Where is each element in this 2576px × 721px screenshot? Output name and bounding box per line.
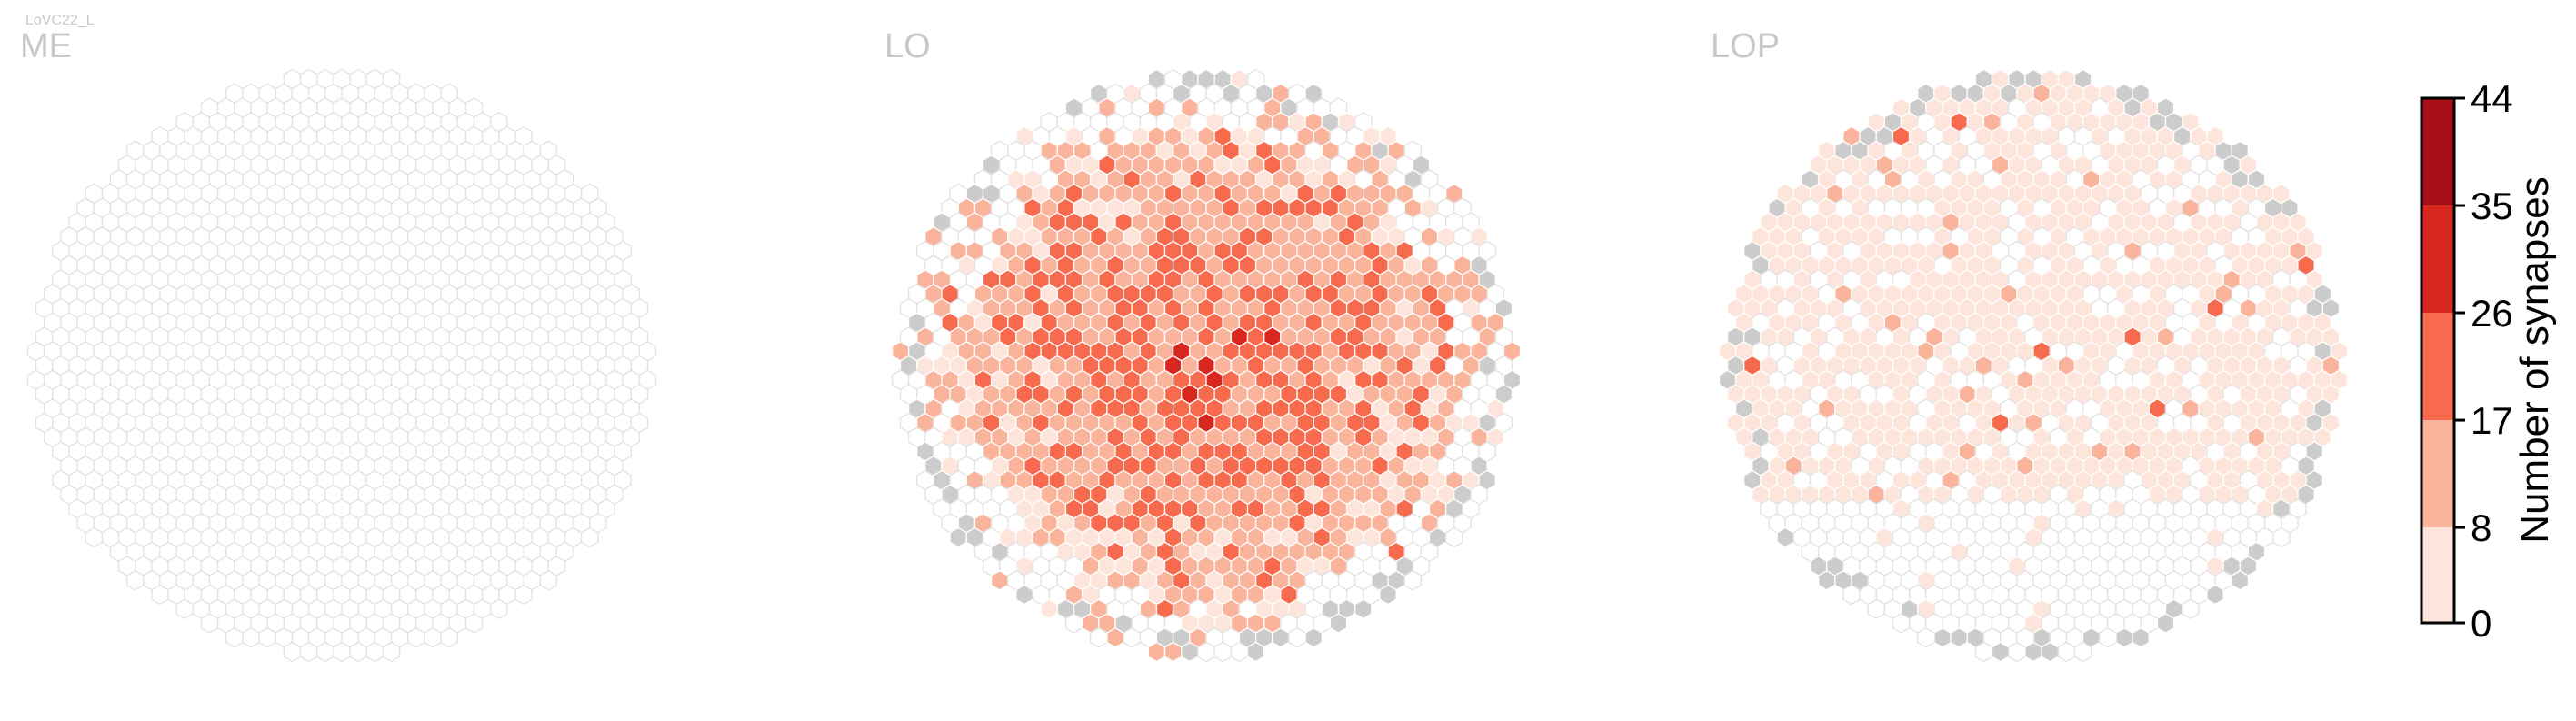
hex-cell [1213, 641, 1232, 663]
hex-cell [2024, 641, 2042, 663]
hex-cell [1776, 526, 1794, 548]
hex-cell [1933, 627, 1952, 648]
hex-cell [85, 526, 103, 548]
hex-cell [225, 627, 244, 648]
hex-cell [2115, 627, 2133, 648]
colorbar-tick-label: 44 [2471, 77, 2513, 120]
hex-grid-me [26, 68, 657, 663]
hex-cell [258, 627, 276, 648]
hex-cell [2073, 641, 2092, 663]
hex-cell [382, 641, 401, 663]
hex-cell [365, 641, 384, 663]
hex-cell [242, 627, 260, 648]
hex-cell [1181, 641, 1199, 663]
colorbar-tick-label: 26 [2471, 292, 2513, 335]
hex-grid-lop [1718, 68, 2349, 663]
hex-cell [464, 613, 484, 634]
hex-cell [514, 584, 533, 606]
hex-cell [299, 641, 318, 663]
hex-cell [1950, 627, 1968, 648]
hex-cell [175, 598, 194, 620]
hex-cell [1288, 627, 1306, 648]
hex-cell [1197, 641, 1215, 663]
hex-cell [1445, 526, 1463, 548]
hex-cell [424, 627, 442, 648]
colorbar-label: Number of synapses [2512, 176, 2557, 544]
hex-cell [283, 641, 302, 663]
hex-cell [1272, 627, 1290, 648]
colorbar-bin [2421, 205, 2454, 314]
hex-grid-lo [891, 68, 1522, 663]
hex-cell [1379, 584, 1397, 606]
hex-cell [407, 627, 425, 648]
colorbar-bins [2421, 98, 2454, 623]
colorbar-tick-label: 17 [2471, 399, 2513, 442]
colorbar-bin [2421, 98, 2454, 206]
hex-cell [1015, 584, 1033, 606]
panel-label-lo: LO [884, 27, 931, 65]
hex-cell [2041, 641, 2059, 663]
hex-cell [990, 570, 1009, 591]
hex-cell [2156, 613, 2175, 634]
hex-cell [2206, 584, 2224, 606]
hex-cell [1147, 641, 1166, 663]
hex-cell [490, 598, 508, 620]
hex-cell [1246, 641, 1265, 663]
hex-cell [333, 641, 351, 663]
hex-cell [151, 584, 169, 606]
panel-me: ME [20, 27, 657, 663]
hex-cell [1230, 641, 1249, 663]
colorbar-bin [2421, 527, 2454, 623]
hex-cell [2057, 641, 2076, 663]
hex-cell [2231, 570, 2250, 591]
hex-cell [1040, 598, 1058, 620]
colorbar-tick-label: 8 [2471, 506, 2491, 549]
colorbar-tick-label: 0 [2471, 602, 2491, 645]
colorbar-tick-label: 35 [2471, 185, 2513, 227]
hex-cell [1304, 627, 1323, 648]
hex-cell [316, 641, 334, 663]
hex-cell [2099, 627, 2117, 648]
hex-cell [2272, 526, 2291, 548]
hex-cell [581, 526, 599, 548]
hex-cell [1403, 570, 1423, 591]
hex-cell [1892, 613, 1911, 634]
hex-cell [1867, 598, 1885, 620]
colorbar: 0 8 17 26 35 44 Number of synapses [2420, 77, 2557, 645]
hex-cell [125, 570, 145, 591]
hex-cell [1123, 627, 1141, 648]
hex-cell [440, 627, 458, 648]
panel-label-lop: LOP [1711, 27, 1780, 65]
hex-cell [1917, 627, 1935, 648]
hex-cell [2132, 627, 2150, 648]
hex-cell [2182, 598, 2200, 620]
hex-cell [1354, 598, 1373, 620]
hex-cell [1106, 627, 1124, 648]
hex-cell [200, 613, 219, 634]
hex-cell [2008, 641, 2026, 663]
hex-cell [1329, 613, 1348, 634]
hex-cell [1974, 641, 1993, 663]
hex-cell [349, 641, 367, 663]
hex-cell [1163, 641, 1183, 663]
panel-lop: LOP [1711, 27, 2349, 663]
panel-label-me: ME [20, 27, 72, 65]
colorbar-bin [2421, 420, 2454, 528]
hex-cell [1817, 570, 1836, 591]
hex-cell [949, 526, 967, 548]
hex-cell [1090, 627, 1108, 648]
hex-cell [1842, 584, 1861, 606]
hex-cell [1991, 641, 2010, 663]
hex-cell [1064, 613, 1083, 634]
panel-lo: LO [884, 27, 1522, 663]
colorbar-ticks: 0 8 17 26 35 44 [2454, 77, 2513, 645]
colorbar-bin [2421, 313, 2454, 421]
hex-cell [539, 570, 558, 591]
cell-type-label: LoVC22_L [25, 13, 95, 28]
